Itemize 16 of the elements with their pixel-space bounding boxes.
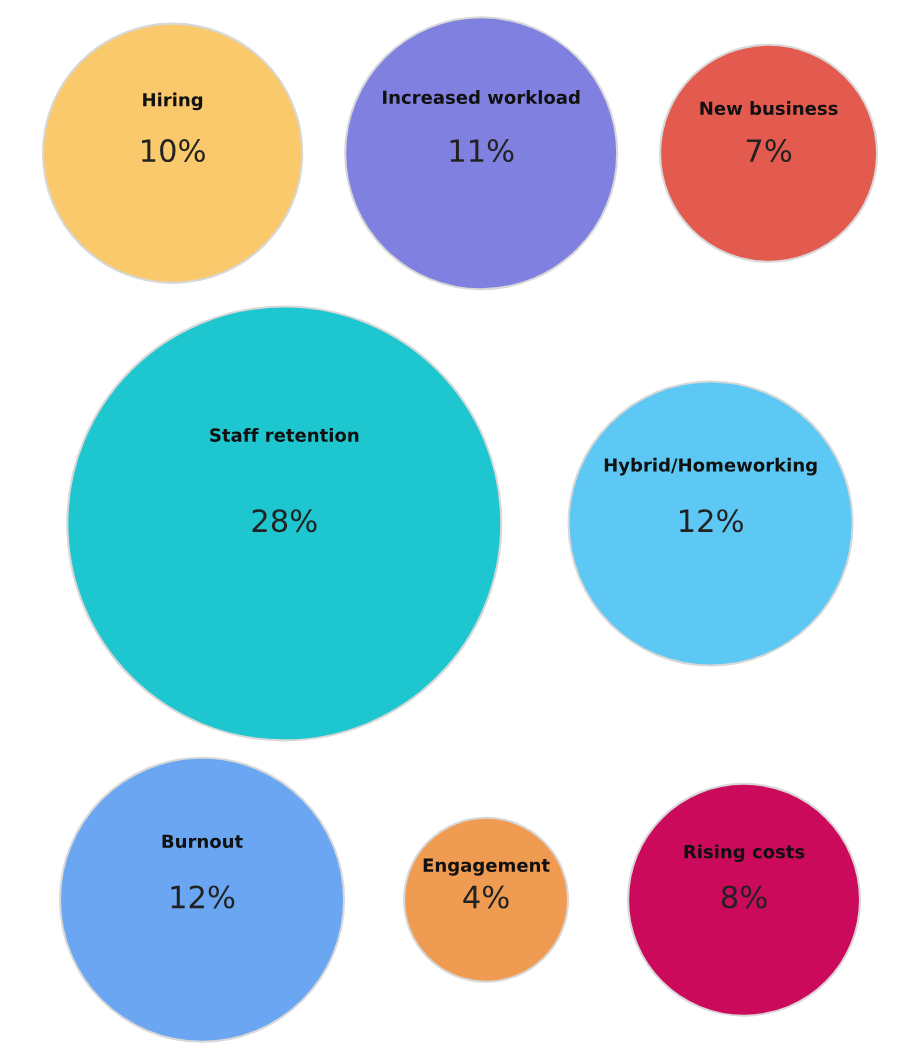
data-label: 7%: [746, 139, 792, 163]
data-label: 4%: [463, 885, 509, 909]
data-label: 12%: [680, 509, 743, 533]
category-label: Hiring: [143, 92, 203, 111]
category-label: Increased workload: [383, 90, 580, 105]
category-label: Engagement: [423, 858, 550, 876]
data-label: 12%: [171, 885, 235, 909]
data-label: 8%: [721, 885, 767, 909]
category-label: Hybrid/Homeworking: [604, 457, 817, 476]
data-label: 11%: [450, 139, 514, 163]
data-label: 10%: [142, 139, 205, 163]
category-label: Rising costs: [684, 844, 805, 863]
data-label: 28%: [252, 509, 317, 533]
category-label: Staff retention: [210, 427, 359, 442]
category-label: Burnout: [162, 834, 243, 849]
category-label: New business: [700, 101, 838, 116]
